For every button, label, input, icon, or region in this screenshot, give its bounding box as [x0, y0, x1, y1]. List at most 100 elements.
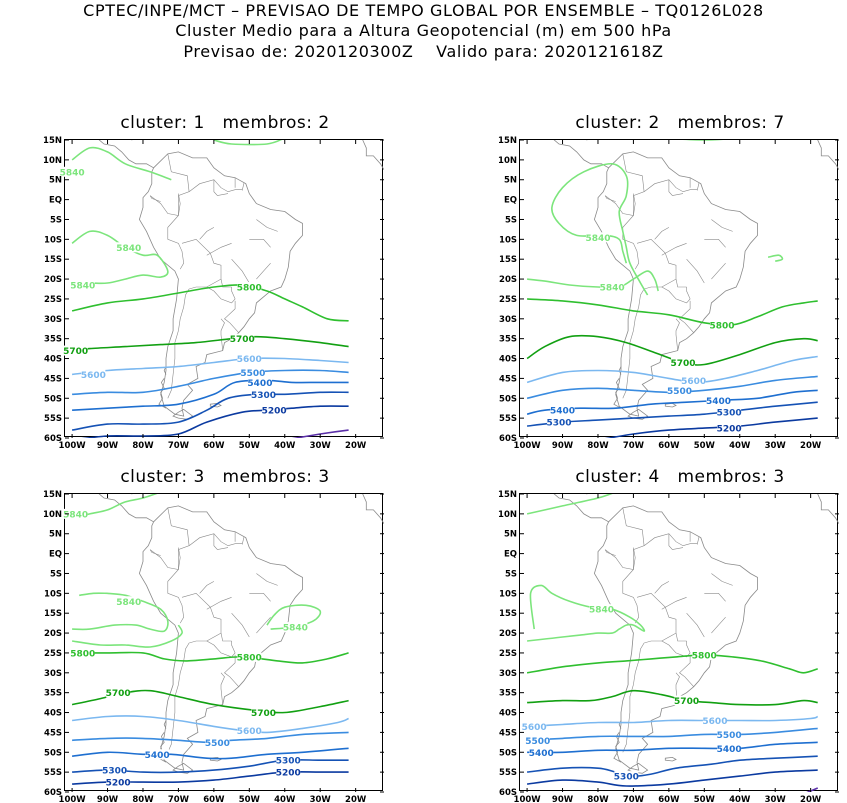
contour-label-bg — [529, 747, 554, 758]
country-border — [149, 153, 190, 216]
lon-tick-label: 70W — [168, 795, 190, 803]
contour-line-5300 — [527, 755, 818, 777]
borders-layer — [604, 153, 733, 399]
south-america-coast — [138, 505, 303, 771]
contour-line-5600 — [72, 357, 349, 376]
country-border — [711, 616, 726, 634]
lat-tick-label: 5N — [504, 530, 517, 540]
tierra-del-fuego — [172, 408, 194, 420]
contour-line-5840a — [682, 140, 724, 141]
lat-tick-label: 60S — [44, 434, 62, 444]
country-border — [241, 536, 245, 545]
lon-tick-label: 30W — [310, 441, 332, 451]
contour-label-bg — [717, 423, 742, 434]
lat-tick-label: 5S — [50, 215, 62, 225]
lat-tick-label: 45S — [44, 374, 62, 384]
contour-label: 5600 — [237, 355, 262, 365]
contour-label: 5700 — [63, 347, 88, 357]
lat-tick-label: 15N — [43, 136, 62, 146]
contour-label-bg — [522, 721, 547, 732]
lon-tick-label: 60W — [658, 795, 680, 803]
country-border — [220, 633, 232, 642]
borders-layer — [149, 507, 278, 753]
country-border — [711, 262, 726, 280]
country-border — [256, 616, 271, 634]
contour-label-bg — [81, 369, 106, 380]
contour-line-5700 — [526, 334, 818, 366]
country-border — [206, 286, 236, 304]
contour-label-bg — [102, 765, 127, 776]
lon-tick-label: 20W — [800, 441, 822, 451]
contour-label: 5500 — [667, 387, 692, 397]
country-border — [231, 259, 250, 284]
country-border — [149, 549, 161, 556]
contour-label-bg — [237, 282, 262, 293]
contour-line-5840c — [79, 592, 108, 597]
contour-line-5840b — [551, 162, 649, 296]
contour-label: 5840 — [116, 244, 141, 254]
lon-tick-label: 80W — [587, 441, 609, 451]
axes: 15N 10N 5N EQ 5S 10S 15S 20S 25S 30S 35S 40S 45S 50S 5… — [43, 136, 384, 451]
lon-tick-label: 40W — [274, 441, 296, 451]
lon-tick-label: 20W — [800, 795, 822, 803]
lat-tick-label: 50S — [499, 748, 517, 758]
lat-tick-label: 25S — [44, 649, 62, 659]
country-border — [654, 227, 670, 240]
lat-tick-label: 55S — [499, 414, 517, 424]
country-border — [188, 179, 243, 193]
lat-tick-label: 40S — [44, 355, 62, 365]
lat-tick-label: 45S — [44, 728, 62, 738]
lon-tick-label: 100W — [59, 441, 87, 451]
lon-tick-label: 90W — [552, 795, 574, 803]
contour-line-5800 — [72, 651, 349, 664]
contour-label: 5800 — [237, 284, 262, 294]
country-border — [249, 593, 271, 602]
lon-tick-label: 70W — [623, 795, 645, 803]
contour-label-bg — [283, 622, 308, 633]
contour-label-bg — [525, 735, 550, 746]
lon-tick-label: 20W — [345, 441, 367, 451]
contour-line-5840a — [526, 494, 613, 515]
country-border — [661, 597, 687, 610]
lat-tick-label: 25S — [499, 295, 517, 305]
contour-line-5700 — [527, 689, 818, 706]
map-svg-1: 5840 5840 5840 5800 5700 5700 5600 5600 55005400… — [43, 136, 384, 451]
contour-label: 5700 — [674, 697, 699, 707]
lat-tick-label: 30S — [44, 669, 62, 679]
lat-tick-label: 35S — [44, 689, 62, 699]
contour-label: 5600 — [681, 377, 706, 387]
map-layer — [526, 494, 839, 792]
contour-label-bg — [237, 353, 262, 364]
map-panel-1: 5840 5840 5840 5800 5700 5700 5600 5600 5500 5400… — [43, 136, 384, 451]
country-border — [206, 243, 232, 256]
lat-tick-label: 15N — [498, 136, 517, 146]
map-panel-4: 5840 5800 5700 5600 5600 5500 5500 5400 5400 5300… — [498, 490, 839, 803]
lat-tick-label: 15S — [44, 255, 62, 265]
country-border — [188, 533, 243, 547]
lat-tick-label: 15S — [499, 609, 517, 619]
country-border — [622, 215, 640, 270]
lat-tick-label: 10N — [43, 510, 62, 520]
country-border — [668, 533, 684, 550]
contour-label-bg — [116, 242, 141, 253]
lon-tick-label: 30W — [765, 441, 787, 451]
country-border — [696, 182, 700, 191]
country-border — [622, 288, 645, 399]
contour-label: 5800 — [70, 649, 95, 659]
central-america-coast — [553, 494, 609, 523]
contour-label-bg — [237, 725, 262, 736]
map-layer — [71, 140, 384, 438]
country-border — [704, 593, 726, 602]
falkland-islands — [209, 402, 222, 408]
lon-tick-label: 100W — [514, 795, 542, 803]
contour-label-bg — [230, 333, 255, 344]
country-border — [675, 672, 680, 705]
country-border — [220, 672, 225, 705]
contour-label-bg — [106, 687, 131, 698]
contour-label: 5300 — [102, 767, 127, 777]
contour-line-5400 — [72, 379, 349, 411]
country-border — [231, 613, 250, 638]
country-border — [167, 642, 190, 753]
contour-label-bg — [63, 345, 88, 356]
